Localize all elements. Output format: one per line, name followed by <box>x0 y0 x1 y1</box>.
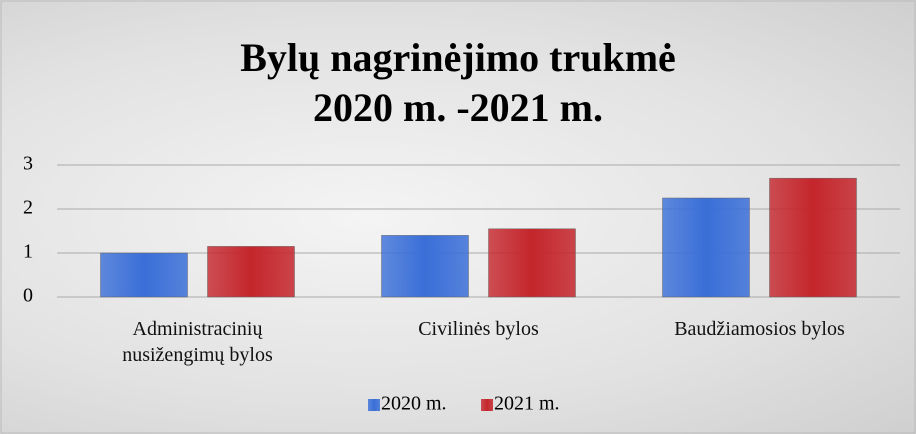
bar <box>101 253 188 297</box>
legend-swatch <box>481 399 493 411</box>
chart: Bylų nagrinėjimo trukmė 2020 m. -2021 m.… <box>0 0 916 434</box>
legend-label: 2021 m. <box>494 393 560 415</box>
chart-container: Bylų nagrinėjimo trukmė 2020 m. -2021 m.… <box>0 0 916 434</box>
x-tick-label: Civilinės bylos <box>364 316 594 342</box>
bar <box>489 229 576 297</box>
chart-title: Bylų nagrinėjimo trukmė <box>240 35 676 80</box>
y-tick-label: 2 <box>23 197 33 219</box>
y-tick-label: 0 <box>23 285 33 307</box>
chart-title: 2020 m. -2021 m. <box>313 85 603 130</box>
bar <box>770 178 857 297</box>
legend-swatch <box>368 399 380 411</box>
legend-label: 2020 m. <box>381 393 447 415</box>
bar <box>663 198 750 297</box>
x-tick-label: Administracinių nusižengimų bylos <box>83 316 313 368</box>
y-tick-label: 1 <box>23 241 33 263</box>
bar <box>382 235 469 297</box>
y-tick-label: 3 <box>23 153 33 175</box>
x-tick-label: Baudžiamosios bylos <box>645 316 875 342</box>
bar <box>208 246 295 297</box>
